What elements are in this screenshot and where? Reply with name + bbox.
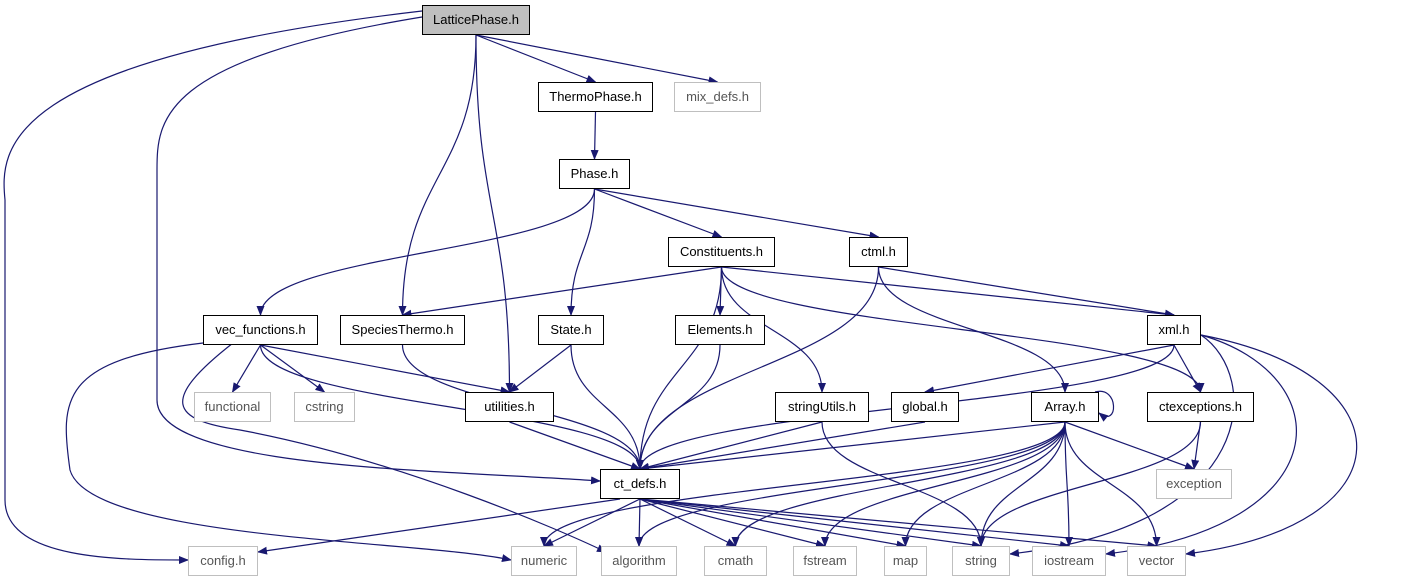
- edge-utilities-to-ct_defs: [509, 421, 641, 470]
- edge-ctexceptions-to-string: [977, 421, 1202, 547]
- edge-xml-to-string: [1009, 334, 1235, 557]
- node-algorithm: algorithm: [601, 546, 677, 576]
- edge-ThermoPhase-to-Phase: [590, 111, 599, 160]
- edge-ct_defs-to-config: [257, 498, 621, 555]
- edge-LatticePhase-to-ThermoPhase: [475, 34, 597, 83]
- node-thermophase[interactable]: ThermoPhase.h: [538, 82, 653, 112]
- edge-xml-to-vector: [1185, 334, 1358, 557]
- node-string: string: [952, 546, 1010, 576]
- edge-Array-to-exception: [1064, 421, 1195, 470]
- edge-Constituents-to-ctexceptions: [720, 266, 1205, 393]
- node-cmath: cmath: [704, 546, 767, 576]
- edge-ct_defs-to-map: [639, 498, 907, 549]
- node-utilities[interactable]: utilities.h: [465, 392, 554, 422]
- edge-Constituents-to-SpeciesThermo: [401, 266, 722, 318]
- edge-Phase-to-State: [567, 188, 596, 316]
- edge-State-to-ct_defs: [570, 344, 644, 470]
- node-xml[interactable]: xml.h: [1147, 315, 1201, 345]
- edge-Constituents-to-Elements: [716, 266, 725, 316]
- node-global[interactable]: global.h: [891, 392, 959, 422]
- edge-vec_functions-to-algorithm: [182, 342, 607, 553]
- node-ct-defs[interactable]: ct_defs.h: [600, 469, 680, 499]
- node-fstream: fstream: [793, 546, 857, 576]
- edge-xml-to-ctexceptions: [1173, 344, 1202, 393]
- edge-vec_functions-to-functional: [231, 344, 262, 393]
- node-state[interactable]: State.h: [538, 315, 604, 345]
- edge-Array-to-numeric: [540, 421, 1066, 547]
- edge-ctml-to-xml: [878, 266, 1175, 318]
- edge-Elements-to-ct_defs: [636, 344, 721, 470]
- edge-LatticePhase-to-config: [3, 10, 423, 564]
- edge-vec_functions-to-ct_defs: [259, 344, 644, 470]
- node-speciesthermo[interactable]: SpeciesThermo.h: [340, 315, 465, 345]
- edge-Constituents-to-ct_defs: [636, 266, 723, 470]
- node-map: map: [884, 546, 927, 576]
- edge-Array-to-Array: [1094, 390, 1115, 422]
- node-ctml[interactable]: ctml.h: [849, 237, 908, 267]
- edge-ct_defs-to-iostream: [639, 498, 1070, 549]
- edge-xml-to-global: [924, 344, 1175, 395]
- edge-stringUtils-to-ct_defs: [639, 421, 823, 471]
- edge-Constituents-to-xml: [721, 266, 1175, 319]
- edge-xml-to-iostream: [1105, 334, 1297, 557]
- edge-Array-to-map: [901, 421, 1066, 547]
- edge-ct_defs-to-fstream: [639, 498, 826, 548]
- edge-ct_defs-to-algorithm: [635, 498, 644, 547]
- edge-Array-to-iostream: [1064, 421, 1073, 547]
- node-vec-functions[interactable]: vec_functions.h: [203, 315, 318, 345]
- edge-Phase-to-ctml: [594, 188, 880, 240]
- edge-Array-to-vector: [1064, 421, 1161, 547]
- edge-LatticePhase-to-ct_defs: [156, 16, 601, 485]
- node-constituents[interactable]: Constituents.h: [668, 237, 775, 267]
- node-latticephase[interactable]: LatticePhase.h: [422, 5, 530, 35]
- edge-Array-to-cmath: [731, 421, 1066, 547]
- node-mix-defs: mix_defs.h: [674, 82, 761, 112]
- edge-ctml-to-Array: [877, 266, 1069, 393]
- node-cstring: cstring: [294, 392, 355, 422]
- edge-LatticePhase-to-utilities: [475, 34, 514, 393]
- node-exception: exception: [1156, 469, 1232, 499]
- edge-vec_functions-to-numeric: [65, 342, 512, 562]
- edge-Array-to-string: [977, 421, 1066, 547]
- node-stringutils[interactable]: stringUtils.h: [775, 392, 869, 422]
- edge-Array-to-fstream: [821, 421, 1066, 547]
- node-elements[interactable]: Elements.h: [675, 315, 765, 345]
- edge-global-to-ct_defs: [639, 421, 926, 472]
- node-ctexceptions[interactable]: ctexceptions.h: [1147, 392, 1254, 422]
- node-config: config.h: [188, 546, 258, 576]
- edge-vec_functions-to-cstring: [260, 344, 326, 393]
- edge-LatticePhase-to-mix_defs: [475, 34, 719, 85]
- edge-ct_defs-to-cmath: [639, 498, 737, 547]
- node-array[interactable]: Array.h: [1031, 392, 1099, 422]
- edge-Constituents-to-stringUtils: [720, 266, 826, 393]
- edge-vec_functions-to-utilities: [260, 344, 511, 395]
- node-numeric: numeric: [511, 546, 577, 576]
- edge-ct_defs-to-string: [639, 498, 982, 549]
- edge-Array-to-ct_defs: [639, 421, 1066, 472]
- edge-State-to-utilities: [508, 344, 572, 393]
- edge-Phase-to-vec_functions: [256, 188, 596, 316]
- edge-Phase-to-Constituents: [594, 188, 723, 238]
- node-vector: vector: [1127, 546, 1186, 576]
- edge-LatticePhase-to-SpeciesThermo: [398, 34, 477, 316]
- node-phase[interactable]: Phase.h: [559, 159, 630, 189]
- edge-ct_defs-to-vector: [639, 498, 1158, 550]
- edge-Array-to-algorithm: [635, 421, 1066, 547]
- edge-ct_defs-to-numeric: [543, 498, 641, 547]
- node-functional: functional: [194, 392, 271, 422]
- node-iostream: iostream: [1032, 546, 1106, 576]
